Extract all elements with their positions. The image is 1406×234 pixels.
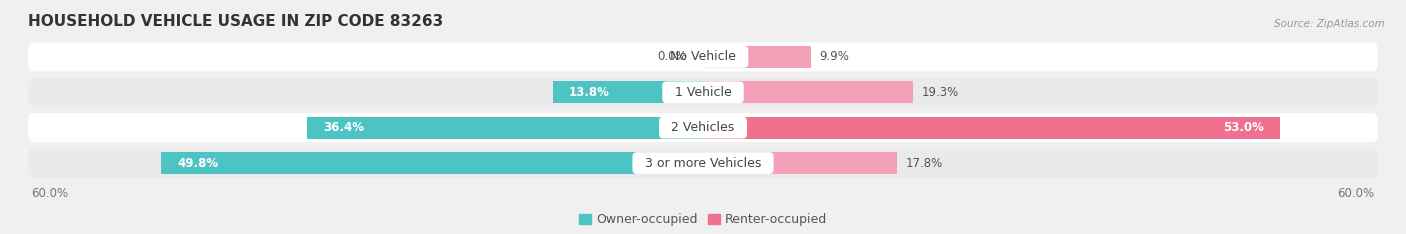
Bar [703,152,897,174]
Text: 53.0%: 53.0% [1223,121,1264,134]
FancyBboxPatch shape [28,149,1378,178]
Bar [703,117,1279,139]
Text: 1 Vehicle: 1 Vehicle [666,86,740,99]
Bar [160,152,703,174]
FancyBboxPatch shape [28,113,1378,142]
FancyBboxPatch shape [28,78,1378,107]
Text: HOUSEHOLD VEHICLE USAGE IN ZIP CODE 83263: HOUSEHOLD VEHICLE USAGE IN ZIP CODE 8326… [28,14,443,29]
Text: 0.0%: 0.0% [657,50,686,63]
Text: 3 or more Vehicles: 3 or more Vehicles [637,157,769,170]
Bar [553,81,703,103]
FancyBboxPatch shape [28,42,1378,71]
Text: No Vehicle: No Vehicle [662,50,744,63]
Text: 2 Vehicles: 2 Vehicles [664,121,742,134]
Legend: Owner-occupied, Renter-occupied: Owner-occupied, Renter-occupied [574,208,832,231]
Bar [703,46,811,68]
Text: 49.8%: 49.8% [177,157,218,170]
Text: 36.4%: 36.4% [323,121,364,134]
Text: 19.3%: 19.3% [922,86,959,99]
Text: Source: ZipAtlas.com: Source: ZipAtlas.com [1274,19,1385,29]
Bar [703,81,912,103]
Text: 13.8%: 13.8% [569,86,610,99]
Text: 9.9%: 9.9% [820,50,849,63]
Text: 17.8%: 17.8% [905,157,942,170]
Bar [307,117,703,139]
